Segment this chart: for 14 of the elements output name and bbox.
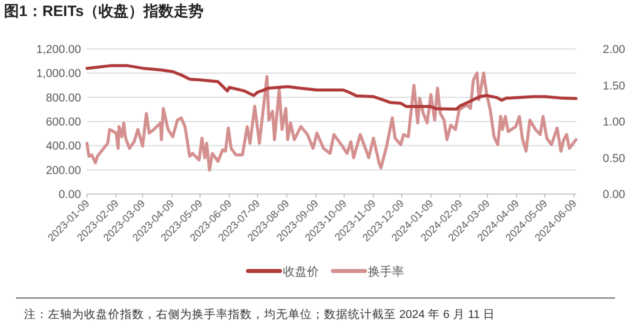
ytick: 600.00 xyxy=(46,116,81,128)
title: 图1：REITs（收盘）指数走势 xyxy=(4,3,204,20)
ytick: 1,000.00 xyxy=(36,68,81,80)
ytick: 0.00 xyxy=(58,189,81,201)
ytick: 800.00 xyxy=(46,92,81,104)
ytick: 200.00 xyxy=(46,164,81,177)
y2tick: 1.00 xyxy=(602,116,626,128)
ytick: 400.00 xyxy=(46,140,81,153)
ytick: 1,200.00 xyxy=(36,44,81,56)
y2tick: 0.00 xyxy=(602,189,626,201)
y2tick: 0.50 xyxy=(602,152,626,165)
y2tick: 2.00 xyxy=(602,44,626,56)
annotation: 注：左轴为收盘价指数，右侧为换手率指数，均无单位；数据统计截至 2024 年 6 月 11 日 xyxy=(24,309,496,321)
y2tick: 1.50 xyxy=(602,80,626,92)
